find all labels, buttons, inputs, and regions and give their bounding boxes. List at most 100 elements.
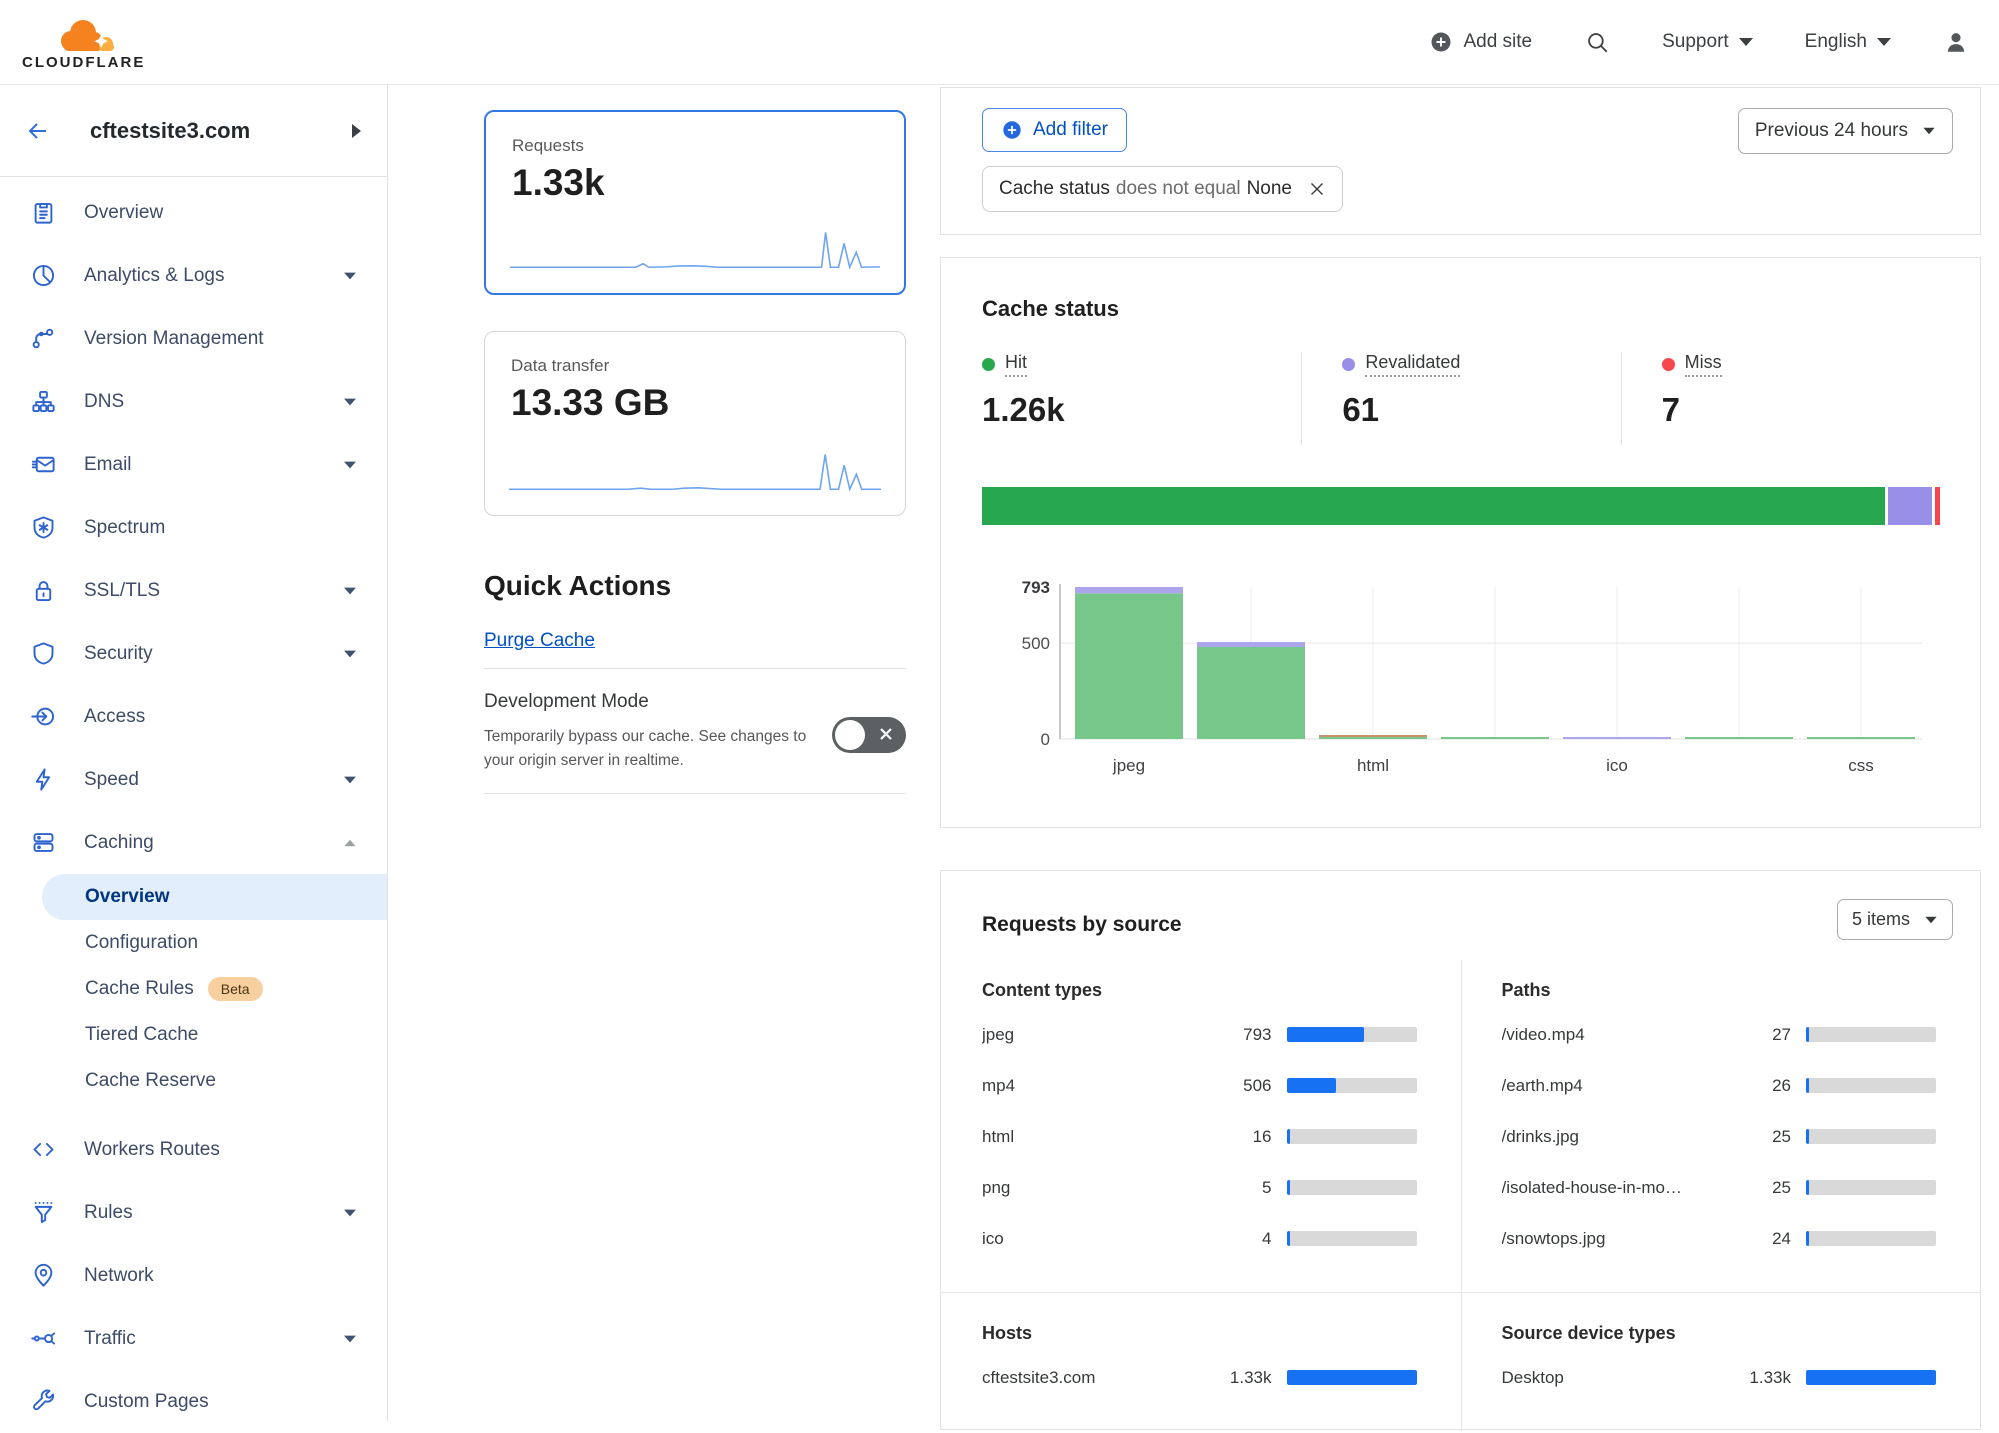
add-filter-label: Add filter [1033,119,1108,140]
requests-metric-card[interactable]: Requests 1.33k [484,110,906,295]
add-site-button[interactable]: Add site [1429,30,1532,54]
sidebar-item-custom-pages[interactable]: Custom Pages [0,1370,387,1433]
purge-cache-link[interactable]: Purge Cache [484,630,595,651]
data-transfer-metric-label: Data transfer [511,356,610,375]
sidebar-item-analytics-logs[interactable]: Analytics & Logs [0,244,387,307]
remove-filter-icon[interactable] [1306,178,1328,200]
path-label: /isolated-house-in-mo… [1501,1177,1682,1197]
toggle-off-x-icon [880,728,892,740]
chevron-down-icon [1923,127,1935,135]
sidebar-item-label: Security [84,642,153,664]
path-value: 26 [1772,1075,1791,1095]
git-branch-icon [30,325,57,352]
hosts-header: Hosts [982,1323,1033,1343]
cache-status-stat-revalidated: Revalidated 61 [1301,352,1620,445]
sidebar-item-label: Version Management [84,327,264,349]
back-arrow-icon[interactable] [24,119,52,143]
top-header: CLOUDFLARE Add site Support English [0,0,1999,85]
user-icon [1947,33,1965,52]
analytics-panel: Add filter Previous 24 hours Cache statu… [940,85,1999,1431]
toggle-knob [835,720,865,750]
path-row: /video.mp4 27 [1502,1009,1936,1060]
sidebar-item-caching[interactable]: Caching [0,811,387,874]
sidebar-item-overview[interactable]: Overview [0,181,387,244]
server-stack-icon [30,829,57,856]
sidebar-item-workers-routes[interactable]: Workers Routes [0,1118,387,1181]
sidebar-item-label: Email [84,453,132,475]
sidebar-item-spectrum[interactable]: Spectrum [0,496,387,559]
chevron-down-icon [344,272,356,279]
support-menu[interactable]: Support [1662,31,1753,53]
legend-dot-icon [1342,358,1356,371]
development-mode-toggle[interactable] [832,717,906,753]
chevron-down-icon [1877,38,1891,46]
sidebar-item-traffic[interactable]: Traffic [0,1307,387,1370]
filter-value: None [1246,178,1292,199]
stat-value: 61 [1342,391,1380,428]
device-type-bar [1806,1370,1936,1385]
content-type-label: mp4 [982,1075,1016,1095]
search-button[interactable] [1584,29,1610,55]
content-type-row: html 16 [982,1111,1417,1162]
sidebar-subitem-label: Cache Rules [85,978,194,999]
plus-circle-icon [1003,121,1021,139]
account-menu[interactable] [1943,29,1969,55]
data-transfer-metric-card[interactable]: Data transfer 13.33 GB [484,331,906,516]
paths-header: Paths [1501,980,1551,1000]
requests-metric-label: Requests [512,136,584,155]
items-count-label: 5 items [1851,909,1910,929]
sidebar-item-label: Rules [84,1201,133,1223]
svg-text:html: html [1357,756,1389,775]
sidebar-item-access[interactable]: Access [0,685,387,748]
stat-label[interactable]: Miss [1684,352,1722,377]
chevron-down-icon [344,650,356,657]
sidebar-item-security[interactable]: Security [0,622,387,685]
site-expand-icon[interactable] [352,123,361,138]
cloudflare-logo[interactable]: CLOUDFLARE [22,14,145,71]
language-menu[interactable]: English [1805,31,1891,53]
path-bar [1806,1027,1936,1042]
legend-dot-icon [982,358,995,371]
stat-label[interactable]: Hit [1005,352,1027,377]
sidebar-subitem-caching-cache-reserve[interactable]: Cache Reserve [42,1058,387,1104]
path-row: /drinks.jpg 25 [1502,1111,1936,1162]
add-filter-button[interactable]: Add filter [982,108,1127,152]
chevron-down-icon [1738,38,1753,46]
hosts-section: Hosts cftestsite3.com 1.33k [941,1292,1461,1431]
sidebar-item-ssl-tls[interactable]: SSL/TLS [0,559,387,622]
sidebar-item-email[interactable]: Email [0,433,387,496]
sidebar-subitem-caching-cache-rules[interactable]: Cache Rules Beta [42,966,387,1012]
sidebar-subitem-caching-tiered-cache[interactable]: Tiered Cache [42,1012,387,1058]
funnel-icon [30,1199,57,1226]
wrench-icon [30,1388,57,1415]
sidebar-item-version-management[interactable]: Version Management [0,307,387,370]
content-type-label: jpeg [982,1024,1015,1044]
time-range-dropdown[interactable]: Previous 24 hours [1737,108,1953,154]
support-label: Support [1662,31,1729,52]
sidebar-nav: Overview Analytics & Logs Version Manageme… [0,177,387,1433]
filter-pill[interactable]: Cache status does not equal None [982,166,1343,212]
content-type-value: 4 [1262,1228,1272,1248]
sidebar-item-speed[interactable]: Speed [0,748,387,811]
host-row: cftestsite3.com 1.33k [982,1352,1417,1403]
sidebar-subitem-label: Tiered Cache [85,1024,199,1045]
svg-text:jpeg: jpeg [1112,756,1145,775]
sidebar-subitem-label: Cache Reserve [85,1070,216,1091]
sidebar-subitem-caching-configuration[interactable]: Configuration [42,920,387,966]
sidebar-subitem-caching-overview[interactable]: Overview [42,874,387,920]
stat-label[interactable]: Revalidated [1365,352,1461,377]
cache-status-title: Cache status [982,296,1119,321]
requests-by-source-card: Requests by source 5 items Content types… [940,870,1981,1431]
development-mode-title: Development Mode [484,691,649,712]
items-count-dropdown[interactable]: 5 items [1836,899,1953,940]
add-site-label: Add site [1463,31,1533,52]
cache-status-bar-chart: 0 500 793 jpeg html ico css [1022,579,1922,775]
divider [484,793,906,795]
svg-text:793: 793 [1022,579,1050,597]
sidebar-item-dns[interactable]: DNS [0,370,387,433]
language-label: English [1804,31,1867,52]
sidebar-item-rules[interactable]: Rules [0,1181,387,1244]
filter-operator: does not equal [1115,178,1241,199]
sidebar-item-network[interactable]: Network [0,1244,387,1307]
path-bar [1806,1231,1936,1246]
